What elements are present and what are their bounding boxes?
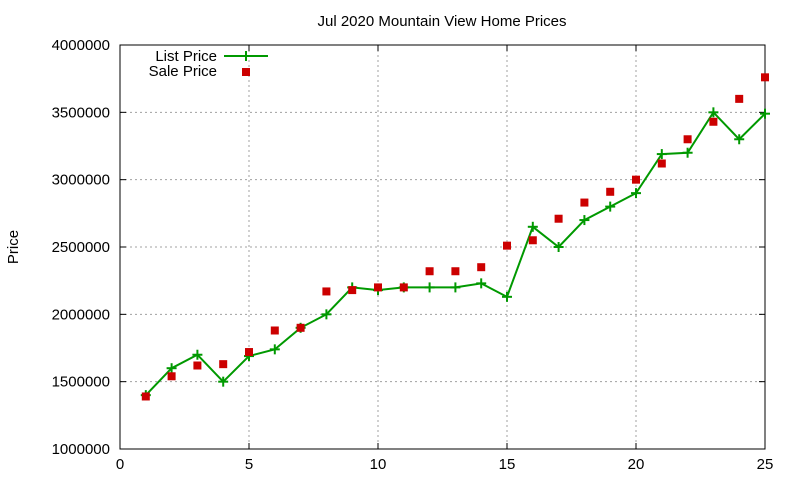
list-price-point [476,278,487,289]
y-tick-label: 2500000 [52,239,110,256]
list-price-point [269,344,280,355]
sale-price-point [167,372,176,381]
y-tick-label: 1500000 [52,374,110,391]
list-price-point [605,201,616,212]
x-tick-label: 0 [116,456,124,473]
sale-price-point [245,348,253,357]
sale-price-point [477,263,486,272]
sale-price-point [683,135,692,144]
list-price-point [166,363,177,374]
legend-label-list-price: List Price [155,48,217,65]
y-tick-labels: 1000000 1500000 2000000 2500000 3000000 35000… [52,37,110,458]
list-price-point [424,282,435,293]
legend-square [242,68,250,76]
x-tick-label: 10 [370,456,387,473]
sale-price-point [348,286,357,295]
sale-price-point [296,323,305,332]
y-tick-label: 4000000 [52,37,110,54]
sale-price-point [735,94,744,103]
list-price-point [321,309,332,320]
list-price-point [553,242,564,252]
y-tick-label: 3500000 [52,104,110,121]
sale-price-point [657,159,666,168]
list-price-point [631,188,641,199]
x-tick-label: 25 [757,456,774,473]
legend-swatch-sale-price [242,68,250,76]
x-tick-label: 20 [628,456,645,473]
legend-label-sale-price: Sale Price [149,63,217,80]
sale-price-point [193,361,202,370]
sale-price-point [322,287,331,296]
sale-price-point [554,214,563,223]
sale-price-point [632,175,640,184]
list-price-point [218,376,229,387]
sale-price-point [580,198,589,207]
sale-price-point [451,267,460,276]
x-tick-label: 15 [499,456,516,473]
list-price-point [656,149,667,160]
chart-title: Jul 2020 Mountain View Home Prices [317,13,566,30]
list-price-line [145,110,766,396]
sale-price-point [219,360,228,369]
sale-price-point [141,392,150,401]
list-price-point [192,349,203,360]
list-price-point [579,215,590,226]
sale-price-point [374,283,382,292]
sale-price-point [503,241,511,250]
x-tick-labels: 0 5 10 15 20 25 [116,456,774,473]
sale-price-point [270,326,279,335]
sale-price-point [709,117,718,126]
y-tick-label: 2000000 [52,306,110,323]
list-price-point [450,282,461,293]
sale-price-point [606,187,615,196]
list-price-point [734,134,745,145]
legend: List Price Sale Price [149,48,268,80]
y-tick-label: 1000000 [52,441,110,458]
x-tick-label: 5 [245,456,253,473]
grid-lines [120,45,765,449]
legend-swatch-list-price [224,51,268,61]
sale-price-point [399,283,408,292]
series-layer [140,73,770,401]
axis-ticks [119,44,766,450]
sale-price-point [528,236,537,245]
list-price-point [682,147,693,158]
list-price-point [502,291,512,302]
list-price-point [527,221,538,232]
y-tick-label: 3000000 [52,172,110,189]
list-price-point [760,108,770,119]
y-axis-label: Price [5,230,22,264]
list-price-point [708,107,719,118]
sale-price-point [761,73,769,82]
sale-price-point [425,267,434,276]
